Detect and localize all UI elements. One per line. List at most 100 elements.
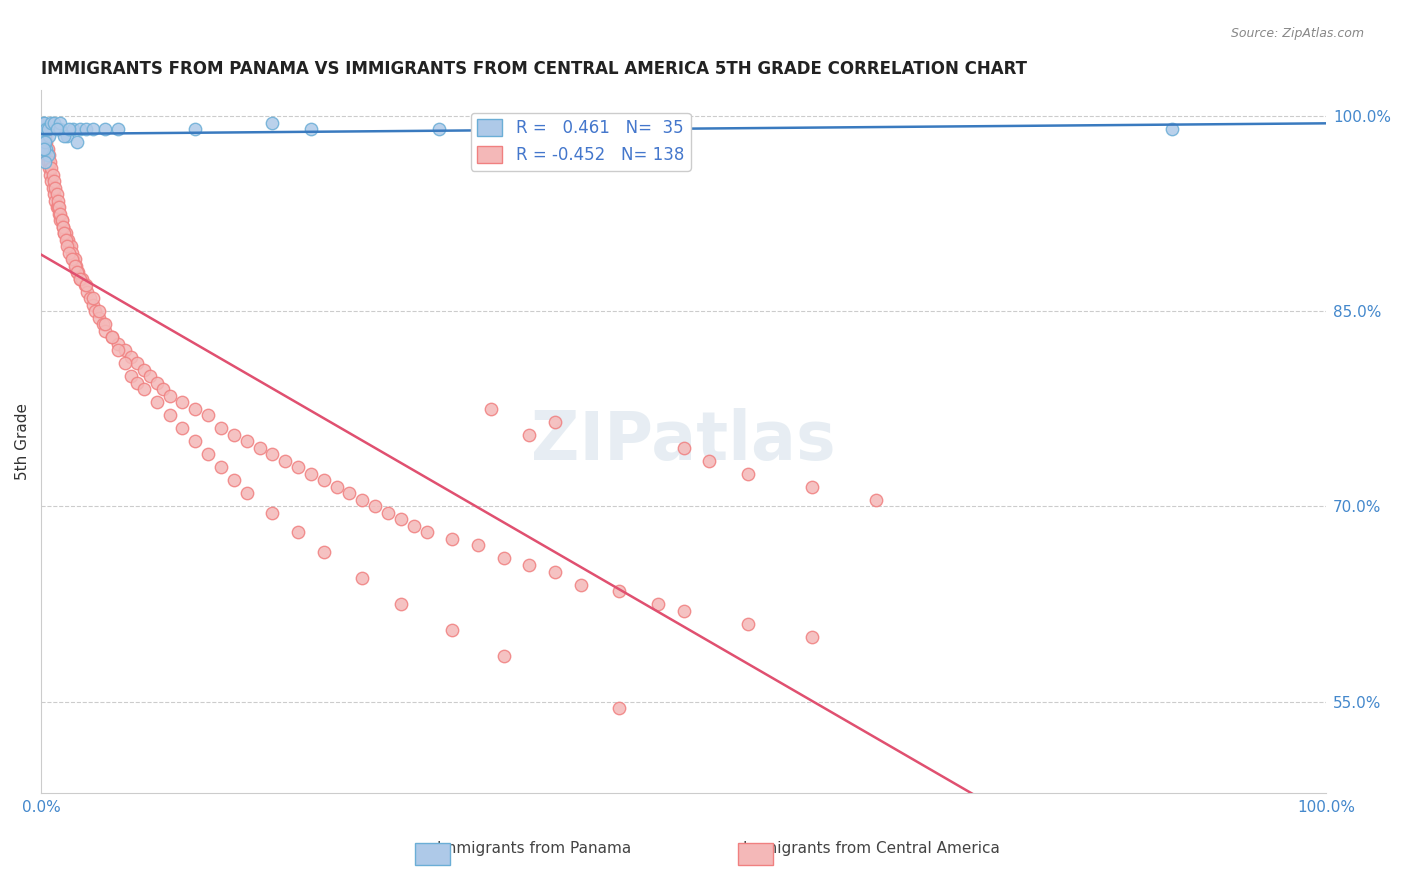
Point [107,343,129,358]
Point [44,194,66,208]
Point [132,383,155,397]
Point [66,265,89,279]
Point [32,142,55,156]
Point [63,252,86,267]
Point [44,181,66,195]
Point [197,447,219,461]
Point [94,324,117,338]
Point [145,376,167,390]
Point [32,116,55,130]
Point [441,532,464,546]
Point [39,168,62,182]
Point [31,142,53,156]
Point [49,207,72,221]
Point [120,350,142,364]
Point [87,304,110,318]
Point [91,318,114,332]
Point [364,500,387,514]
Point [56,128,79,143]
Point [37,142,59,156]
Point [197,409,219,423]
Point [94,122,117,136]
Point [76,285,98,299]
Point [159,389,181,403]
Point [647,597,669,611]
Point [46,194,69,208]
Point [58,245,80,260]
Point [159,409,181,423]
Legend: R =   0.461   N=  35, R = -0.452   N= 138: R = 0.461 N= 35, R = -0.452 N= 138 [471,112,690,170]
Point [41,181,63,195]
Point [402,519,425,533]
Point [49,122,72,136]
Point [262,447,284,461]
Point [42,187,65,202]
Point [312,474,335,488]
Point [287,460,309,475]
Point [70,272,93,286]
Point [672,441,695,455]
Point [87,310,110,325]
Point [262,116,284,130]
Point [34,136,56,150]
Point [184,434,207,449]
Point [172,395,194,409]
Point [1160,122,1182,136]
Point [389,512,412,526]
Point [51,213,73,227]
Point [53,227,76,241]
Point [56,239,79,253]
Y-axis label: 5th Grade: 5th Grade [15,403,30,480]
Point [38,128,60,143]
Point [801,630,824,644]
Point [107,122,129,136]
Point [132,363,155,377]
Point [75,122,97,136]
Point [41,174,63,188]
Point [69,272,91,286]
Point [41,168,63,182]
Point [67,265,90,279]
Point [34,142,56,156]
Point [52,219,75,234]
Point [82,122,104,136]
Point [31,128,53,143]
Point [325,480,347,494]
Point [60,252,83,267]
Point [34,154,56,169]
Point [287,525,309,540]
Point [34,128,56,143]
Text: Source: ZipAtlas.com: Source: ZipAtlas.com [1230,27,1364,40]
Point [339,486,361,500]
Point [569,577,592,591]
Point [127,376,149,390]
Point [737,616,759,631]
Point [312,545,335,559]
Point [389,597,412,611]
Point [37,122,59,136]
Point [42,116,65,130]
Point [45,187,67,202]
Point [222,474,245,488]
Point [53,227,76,241]
Point [222,428,245,442]
Point [172,421,194,435]
Point [35,122,58,136]
Point [38,161,60,176]
Point [38,148,60,162]
Point [235,434,257,449]
Point [492,551,515,566]
Point [697,454,720,468]
Point [58,122,80,136]
Point [184,122,207,136]
Point [672,603,695,617]
Point [274,454,297,468]
Point [107,337,129,351]
Point [73,278,96,293]
Text: Immigrants from Central America: Immigrants from Central America [744,841,1000,856]
Point [127,356,149,370]
Point [152,383,174,397]
Point [35,136,58,150]
Point [352,571,374,585]
Point [737,467,759,481]
